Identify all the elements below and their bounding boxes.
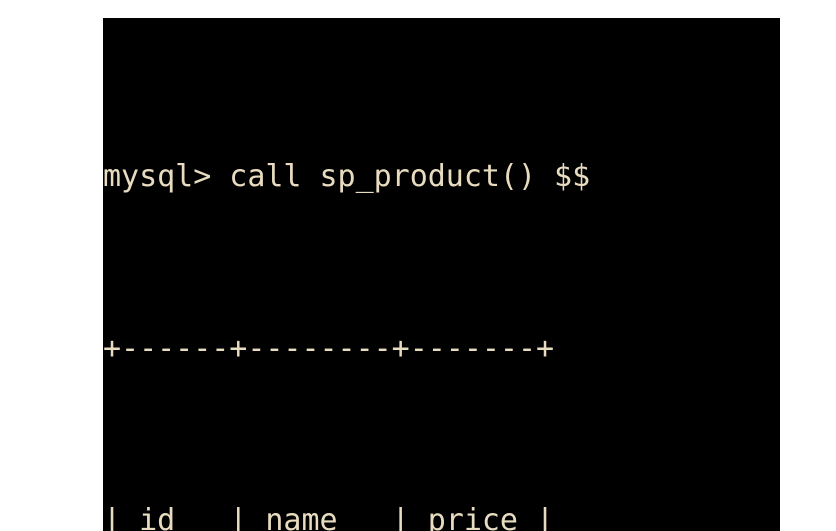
terminal-line-prompt-command: mysql> call sp_product() $$	[103, 159, 591, 194]
result-table-top-border: +------+--------+-------+	[103, 331, 555, 366]
terminal-window[interactable]: mysql> call sp_product() $$ +------+----…	[103, 18, 780, 531]
result-table-header-row: | id | name | price |	[103, 503, 555, 531]
terminal-output: mysql> call sp_product() $$ +------+----…	[103, 26, 753, 531]
